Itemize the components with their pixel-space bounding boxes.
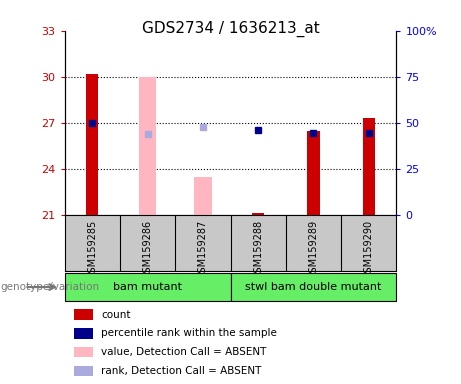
Bar bbox=[86, 74, 98, 215]
Bar bbox=[363, 118, 375, 215]
Text: GSM159286: GSM159286 bbox=[142, 220, 153, 279]
Text: bam mutant: bam mutant bbox=[113, 282, 182, 292]
Text: GSM159289: GSM159289 bbox=[308, 220, 319, 279]
Bar bbox=[139, 77, 156, 215]
FancyBboxPatch shape bbox=[230, 273, 396, 301]
Bar bbox=[74, 310, 93, 320]
Text: GSM159285: GSM159285 bbox=[87, 220, 97, 279]
Text: GSM159290: GSM159290 bbox=[364, 220, 374, 279]
Text: stwl bam double mutant: stwl bam double mutant bbox=[245, 282, 382, 292]
Bar bbox=[252, 213, 264, 215]
Bar bbox=[194, 177, 212, 215]
Text: value, Detection Call = ABSENT: value, Detection Call = ABSENT bbox=[101, 347, 266, 357]
Bar bbox=[74, 347, 93, 358]
Text: count: count bbox=[101, 310, 130, 319]
FancyBboxPatch shape bbox=[65, 273, 230, 301]
Bar bbox=[74, 328, 93, 339]
Bar bbox=[307, 131, 319, 215]
Text: GSM159287: GSM159287 bbox=[198, 220, 208, 279]
Text: GDS2734 / 1636213_at: GDS2734 / 1636213_at bbox=[142, 21, 319, 37]
Text: rank, Detection Call = ABSENT: rank, Detection Call = ABSENT bbox=[101, 366, 261, 376]
Text: percentile rank within the sample: percentile rank within the sample bbox=[101, 328, 277, 338]
Text: GSM159288: GSM159288 bbox=[253, 220, 263, 279]
Text: genotype/variation: genotype/variation bbox=[0, 282, 99, 292]
Bar bbox=[74, 366, 93, 376]
